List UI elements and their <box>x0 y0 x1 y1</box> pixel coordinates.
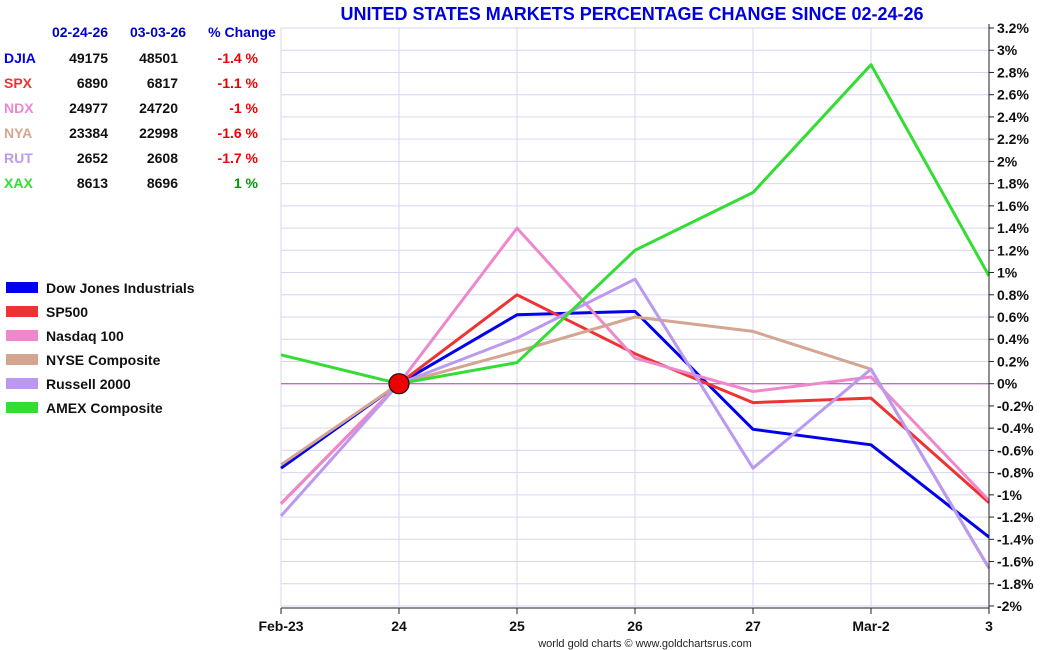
table-start-value: 24977 <box>69 100 108 116</box>
y-tick-label: -1.6% <box>997 554 1034 570</box>
table-header: 02-24-26 <box>52 24 108 40</box>
table-symbol: NYA <box>4 125 32 141</box>
table-end-value: 24720 <box>139 100 178 116</box>
y-tick-label: -2% <box>997 598 1022 614</box>
x-tick-label: 25 <box>509 618 525 634</box>
y-tick-label: 0.6% <box>997 309 1029 325</box>
legend-label: Russell 2000 <box>46 376 131 392</box>
y-tick-label: -1.4% <box>997 531 1034 547</box>
table-start-value: 23384 <box>69 125 108 141</box>
y-tick-label: -0.4% <box>997 420 1034 436</box>
chart-grid <box>280 27 990 607</box>
y-tick-label: 1.8% <box>997 176 1029 192</box>
y-tick-label: 2.6% <box>997 87 1029 103</box>
y-tick-label: 0.4% <box>997 331 1029 347</box>
y-tick-label: 3% <box>997 42 1018 58</box>
summary-table: 02-24-26 03-03-26 % Change DJIA 49175 48501 -1… <box>4 24 276 191</box>
table-start-value: 49175 <box>69 50 108 66</box>
table-end-value: 2608 <box>147 150 178 166</box>
y-tick-label: 0.2% <box>997 353 1029 369</box>
y-tick-label: -1.8% <box>997 576 1034 592</box>
y-tick-label: 0.8% <box>997 287 1029 303</box>
table-symbol: RUT <box>4 150 33 166</box>
legend-swatch <box>6 354 38 365</box>
table-change-value: 1 % <box>234 175 259 191</box>
y-tick-label: 2.8% <box>997 64 1029 80</box>
chart-title: UNITED STATES MARKETS PERCENTAGE CHANGE … <box>340 4 923 24</box>
table-symbol: XAX <box>4 175 33 191</box>
table-symbol: NDX <box>4 100 34 116</box>
table-header: % Change <box>208 24 276 40</box>
y-tick-label: 2% <box>997 153 1018 169</box>
table-end-value: 8696 <box>147 175 178 191</box>
legend-label: AMEX Composite <box>46 400 163 416</box>
y-tick-label: -1% <box>997 487 1022 503</box>
table-change-value: -1.4 % <box>218 50 259 66</box>
legend-swatch <box>6 378 38 389</box>
y-tick-label: 2.2% <box>997 131 1029 147</box>
legend-swatch <box>6 282 38 293</box>
y-tick-label: 1.4% <box>997 220 1029 236</box>
legend: Dow Jones Industrials SP500 Nasdaq 100 NYSE… <box>6 280 195 416</box>
x-tick-label: 24 <box>391 618 407 634</box>
table-change-value: -1 % <box>229 100 258 116</box>
table-start-value: 8613 <box>77 175 108 191</box>
table-header: 03-03-26 <box>130 24 186 40</box>
y-tick-label: 3.2% <box>997 20 1029 36</box>
x-tick-label: Mar-2 <box>852 618 890 634</box>
table-symbol: SPX <box>4 75 33 91</box>
table-change-value: -1.7 % <box>218 150 259 166</box>
legend-label: Nasdaq 100 <box>46 328 124 344</box>
y-tick-label: 1.2% <box>997 242 1029 258</box>
table-change-value: -1.1 % <box>218 75 259 91</box>
legend-swatch <box>6 330 38 341</box>
legend-swatch <box>6 306 38 317</box>
legend-swatch <box>6 402 38 413</box>
y-tick-label: -1.2% <box>997 509 1034 525</box>
table-end-value: 22998 <box>139 125 178 141</box>
y-tick-label: -0.6% <box>997 442 1034 458</box>
table-start-value: 2652 <box>77 150 108 166</box>
legend-label: Dow Jones Industrials <box>46 280 195 296</box>
table-end-value: 48501 <box>139 50 178 66</box>
legend-label: SP500 <box>46 304 88 320</box>
y-tick-label: 1% <box>997 265 1018 281</box>
table-change-value: -1.6 % <box>218 125 259 141</box>
y-tick-label: 1.6% <box>997 198 1029 214</box>
y-tick-label: 0% <box>997 376 1018 392</box>
baseline-point-marker <box>388 373 410 395</box>
legend-label: NYSE Composite <box>46 352 161 368</box>
table-symbol: DJIA <box>4 50 36 66</box>
y-tick-label: -0.8% <box>997 465 1034 481</box>
baseline-marker <box>388 373 410 395</box>
x-tick-label: Feb-23 <box>258 618 303 634</box>
table-start-value: 6890 <box>77 75 108 91</box>
x-tick-label: 26 <box>627 618 643 634</box>
y-tick-label: 2.4% <box>997 109 1029 125</box>
table-end-value: 6817 <box>147 75 178 91</box>
x-tick-label: 3 <box>985 618 993 634</box>
axes: 3.2% 3% 2.8% 2.6% 2.4% 2.2% 2% 1.8% 1.6% 1.4% 1.2%… <box>258 20 1034 634</box>
y-tick-label: -0.2% <box>997 398 1034 414</box>
chart-credit: world gold charts © www.goldchartsrus.co… <box>537 638 752 650</box>
x-tick-label: 27 <box>745 618 761 634</box>
